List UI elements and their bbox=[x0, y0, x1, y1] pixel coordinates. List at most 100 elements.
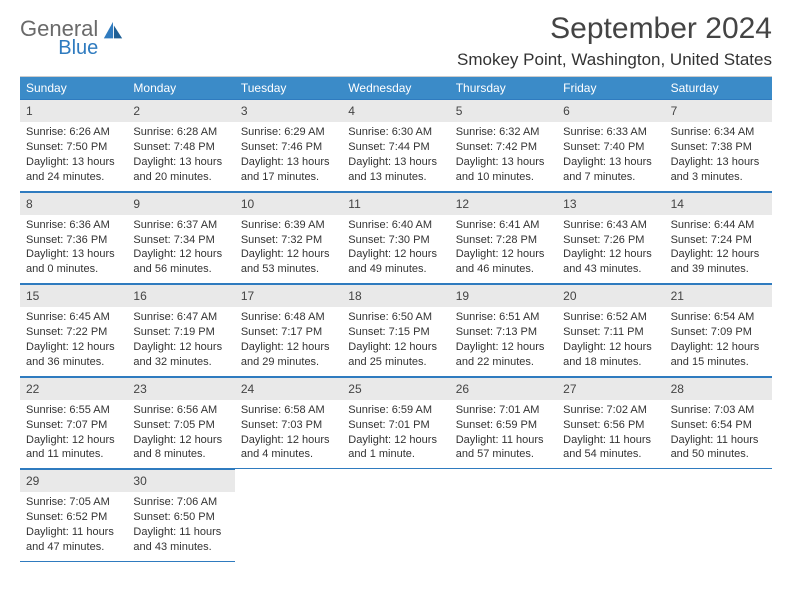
calendar-cell: 25Sunrise: 6:59 AMSunset: 7:01 PMDayligh… bbox=[342, 377, 449, 470]
sunrise-line: Sunrise: 6:48 AM bbox=[235, 310, 342, 325]
calendar-cell: 13 Sunrise: 6:43 AMSunset: 7:26 PMDayligh… bbox=[557, 192, 664, 285]
calendar-cell-empty bbox=[450, 469, 557, 562]
daylight-line: Daylight: 12 hours and 43 minutes. bbox=[557, 247, 664, 277]
sunrise-line: Sunrise: 6:26 AM bbox=[20, 125, 127, 140]
day-number: 16 bbox=[127, 285, 234, 307]
calendar-cell: 5Sunrise: 6:32 AMSunset: 7:42 PMDaylight… bbox=[450, 99, 557, 192]
sunrise-line: Sunrise: 6:47 AM bbox=[127, 310, 234, 325]
sunrise-line: Sunrise: 6:32 AM bbox=[450, 125, 557, 140]
dow-header: Monday bbox=[127, 77, 234, 99]
sunset-line: Sunset: 7:46 PM bbox=[235, 140, 342, 155]
sunset-line: Sunset: 6:50 PM bbox=[127, 510, 234, 525]
sunrise-line: Sunrise: 7:05 AM bbox=[20, 495, 127, 510]
sunset-line: Sunset: 7:11 PM bbox=[557, 325, 664, 340]
page-title: September 2024 bbox=[457, 12, 772, 46]
sunrise-line: Sunrise: 6:51 AM bbox=[450, 310, 557, 325]
day-number: 6 bbox=[557, 100, 664, 122]
calendar-cell: 19Sunrise: 6:51 AMSunset: 7:13 PMDayligh… bbox=[450, 284, 557, 377]
day-number: 13 bbox=[557, 193, 664, 215]
daylight-line: Daylight: 12 hours and 39 minutes. bbox=[665, 247, 772, 277]
calendar-cell: 3Sunrise: 6:29 AMSunset: 7:46 PMDaylight… bbox=[235, 99, 342, 192]
daylight-line: Daylight: 13 hours and 17 minutes. bbox=[235, 155, 342, 185]
calendar-cell: 9Sunrise: 6:37 AMSunset: 7:34 PMDaylight… bbox=[127, 192, 234, 285]
sunset-line: Sunset: 7:40 PM bbox=[557, 140, 664, 155]
header: General Blue September 2024 Smokey Point… bbox=[20, 12, 772, 70]
sunrise-line: Sunrise: 6:39 AM bbox=[235, 218, 342, 233]
sunrise-line: Sunrise: 7:03 AM bbox=[665, 403, 772, 418]
calendar-cell: 20Sunrise: 6:52 AMSunset: 7:11 PMDayligh… bbox=[557, 284, 664, 377]
sunrise-line: Sunrise: 6:50 AM bbox=[342, 310, 449, 325]
daylight-line: Daylight: 11 hours and 47 minutes. bbox=[20, 525, 127, 555]
calendar-cell: 7Sunrise: 6:34 AMSunset: 7:38 PMDaylight… bbox=[665, 99, 772, 192]
sunrise-line: Sunrise: 6:41 AM bbox=[450, 218, 557, 233]
sunrise-line: Sunrise: 6:59 AM bbox=[342, 403, 449, 418]
dow-header: Friday bbox=[557, 77, 664, 99]
daylight-line: Daylight: 13 hours and 3 minutes. bbox=[665, 155, 772, 185]
day-number: 3 bbox=[235, 100, 342, 122]
sunset-line: Sunset: 7:13 PM bbox=[450, 325, 557, 340]
day-number: 24 bbox=[235, 378, 342, 400]
calendar-cell: 30 Sunrise: 7:06 AMSunset: 6:50 PMDayligh… bbox=[127, 469, 234, 562]
day-number: 28 bbox=[665, 378, 772, 400]
calendar-cell-empty bbox=[665, 469, 772, 562]
sunset-line: Sunset: 7:36 PM bbox=[20, 233, 127, 248]
day-number: 12 bbox=[450, 193, 557, 215]
daylight-line: Daylight: 11 hours and 43 minutes. bbox=[127, 525, 234, 555]
brand-text: General Blue bbox=[20, 18, 98, 58]
day-number: 1 bbox=[20, 100, 127, 122]
calendar-cell: 12Sunrise: 6:41 AMSunset: 7:28 PMDayligh… bbox=[450, 192, 557, 285]
sunrise-line: Sunrise: 7:02 AM bbox=[557, 403, 664, 418]
sunset-line: Sunset: 7:48 PM bbox=[127, 140, 234, 155]
dow-header: Thursday bbox=[450, 77, 557, 99]
day-number: 14 bbox=[665, 193, 772, 215]
sunrise-line: Sunrise: 7:06 AM bbox=[127, 495, 234, 510]
sunrise-line: Sunrise: 6:43 AM bbox=[557, 218, 664, 233]
sunrise-line: Sunrise: 6:36 AM bbox=[20, 218, 127, 233]
calendar-cell: 11Sunrise: 6:40 AMSunset: 7:30 PMDayligh… bbox=[342, 192, 449, 285]
daylight-line: Daylight: 11 hours and 50 minutes. bbox=[665, 433, 772, 463]
sunset-line: Sunset: 7:34 PM bbox=[127, 233, 234, 248]
calendar-cell: 2Sunrise: 6:28 AMSunset: 7:48 PMDaylight… bbox=[127, 99, 234, 192]
sunset-line: Sunset: 7:09 PM bbox=[665, 325, 772, 340]
daylight-line: Daylight: 13 hours and 24 minutes. bbox=[20, 155, 127, 185]
day-number: 26 bbox=[450, 378, 557, 400]
calendar-cell: 14Sunrise: 6:44 AMSunset: 7:24 PMDayligh… bbox=[665, 192, 772, 285]
sunset-line: Sunset: 7:42 PM bbox=[450, 140, 557, 155]
day-number: 27 bbox=[557, 378, 664, 400]
daylight-line: Daylight: 13 hours and 0 minutes. bbox=[20, 247, 127, 277]
daylight-line: Daylight: 11 hours and 54 minutes. bbox=[557, 433, 664, 463]
daylight-line: Daylight: 12 hours and 49 minutes. bbox=[342, 247, 449, 277]
sunset-line: Sunset: 6:59 PM bbox=[450, 418, 557, 433]
sunset-line: Sunset: 7:03 PM bbox=[235, 418, 342, 433]
sunset-line: Sunset: 7:15 PM bbox=[342, 325, 449, 340]
daylight-line: Daylight: 12 hours and 15 minutes. bbox=[665, 340, 772, 370]
sunset-line: Sunset: 7:28 PM bbox=[450, 233, 557, 248]
calendar-cell: 4Sunrise: 6:30 AMSunset: 7:44 PMDaylight… bbox=[342, 99, 449, 192]
sunrise-line: Sunrise: 6:45 AM bbox=[20, 310, 127, 325]
daylight-line: Daylight: 12 hours and 1 minute. bbox=[342, 433, 449, 463]
calendar-cell: 8Sunrise: 6:36 AMSunset: 7:36 PMDaylight… bbox=[20, 192, 127, 285]
day-number: 30 bbox=[127, 470, 234, 492]
calendar-cell: 17Sunrise: 6:48 AMSunset: 7:17 PMDayligh… bbox=[235, 284, 342, 377]
day-number: 20 bbox=[557, 285, 664, 307]
sunrise-line: Sunrise: 6:54 AM bbox=[665, 310, 772, 325]
sunrise-line: Sunrise: 6:58 AM bbox=[235, 403, 342, 418]
dow-header: Saturday bbox=[665, 77, 772, 99]
daylight-line: Daylight: 13 hours and 7 minutes. bbox=[557, 155, 664, 185]
calendar-cell-empty bbox=[235, 469, 342, 562]
day-number: 18 bbox=[342, 285, 449, 307]
calendar-cell: 23Sunrise: 6:56 AMSunset: 7:05 PMDayligh… bbox=[127, 377, 234, 470]
sunrise-line: Sunrise: 6:37 AM bbox=[127, 218, 234, 233]
day-number: 25 bbox=[342, 378, 449, 400]
calendar-cell-empty bbox=[342, 469, 449, 562]
sail-icon bbox=[102, 20, 124, 42]
sunset-line: Sunset: 7:26 PM bbox=[557, 233, 664, 248]
calendar-cell: 16Sunrise: 6:47 AMSunset: 7:19 PMDayligh… bbox=[127, 284, 234, 377]
day-number: 9 bbox=[127, 193, 234, 215]
dow-header: Wednesday bbox=[342, 77, 449, 99]
daylight-line: Daylight: 11 hours and 57 minutes. bbox=[450, 433, 557, 463]
sunset-line: Sunset: 7:44 PM bbox=[342, 140, 449, 155]
sunset-line: Sunset: 7:17 PM bbox=[235, 325, 342, 340]
day-number: 23 bbox=[127, 378, 234, 400]
daylight-line: Daylight: 12 hours and 22 minutes. bbox=[450, 340, 557, 370]
